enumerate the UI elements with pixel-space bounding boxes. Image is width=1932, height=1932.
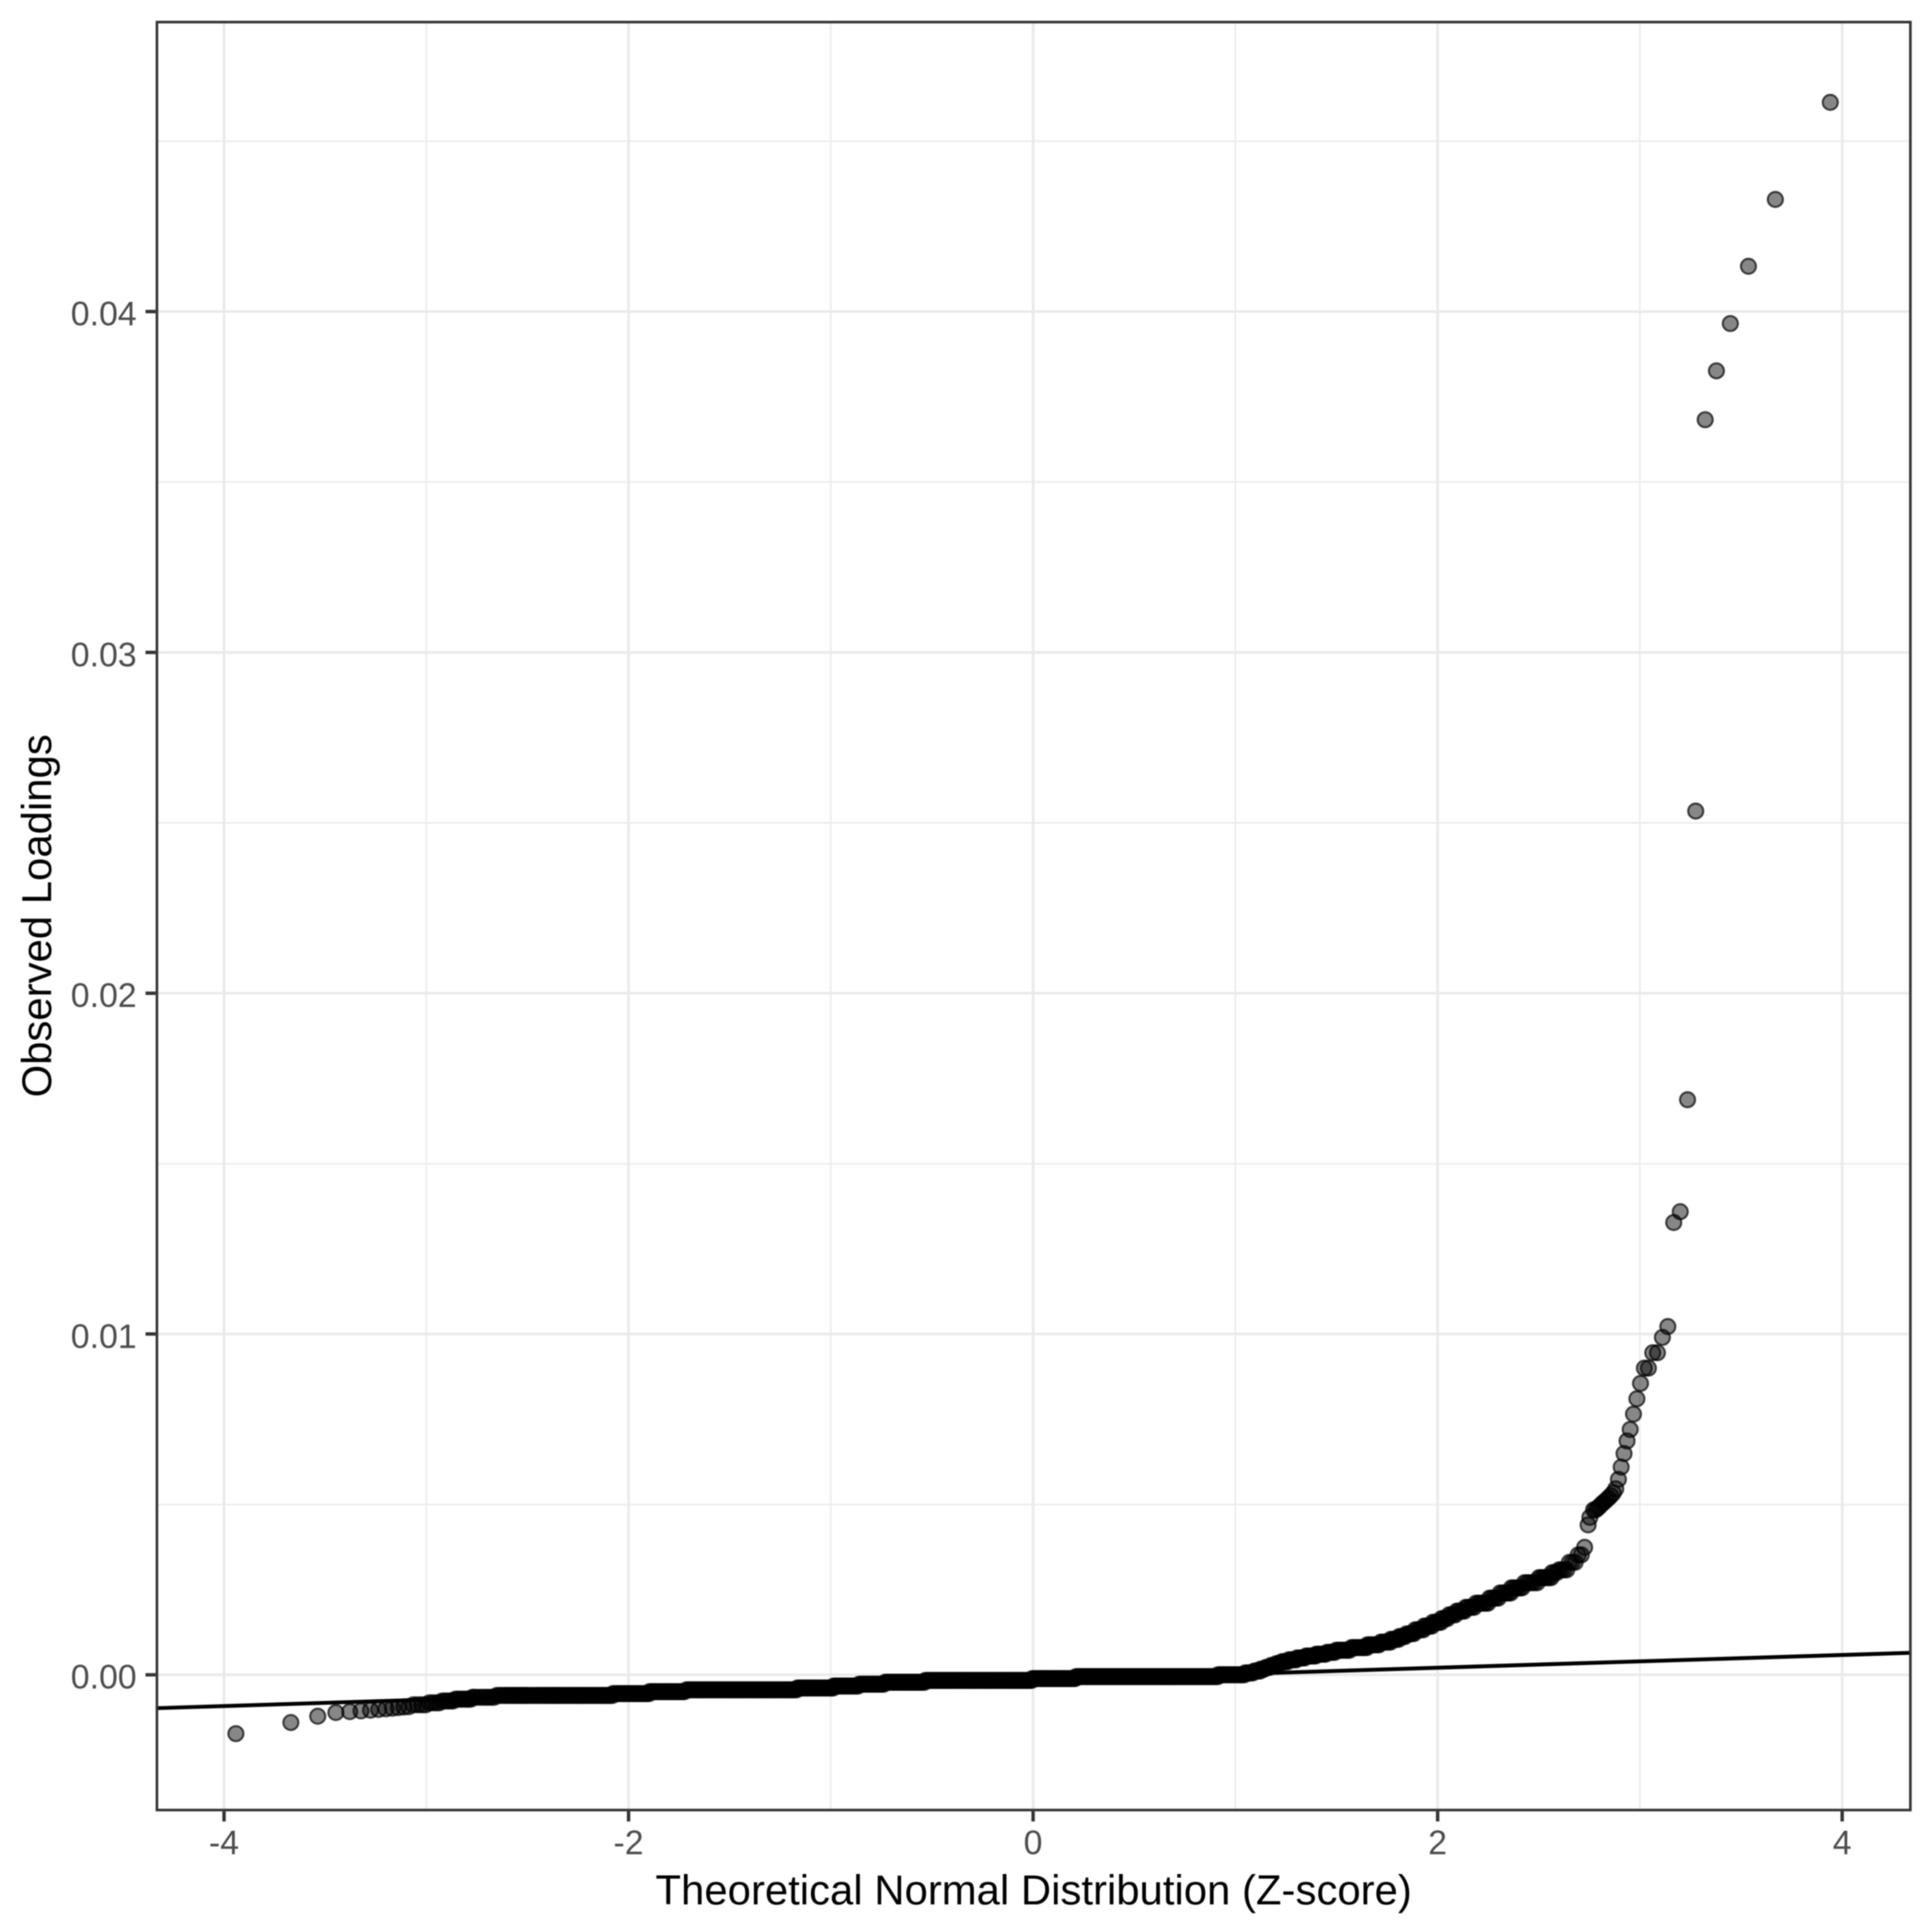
svg-text:0: 0: [1024, 1824, 1042, 1862]
svg-text:4: 4: [1833, 1824, 1851, 1862]
svg-text:-2: -2: [614, 1824, 644, 1862]
svg-text:0.01: 0.01: [71, 1317, 137, 1355]
svg-text:0.03: 0.03: [71, 636, 137, 674]
svg-text:Observed Loadings: Observed Loadings: [14, 735, 61, 1098]
svg-text:0.04: 0.04: [71, 295, 137, 333]
svg-text:0.00: 0.00: [71, 1659, 137, 1696]
svg-text:-4: -4: [209, 1824, 239, 1862]
svg-text:2: 2: [1429, 1824, 1447, 1862]
svg-text:Theoretical Normal Distributio: Theoretical Normal Distribution (Z-score…: [655, 1867, 1412, 1914]
svg-text:0.02: 0.02: [71, 977, 137, 1014]
